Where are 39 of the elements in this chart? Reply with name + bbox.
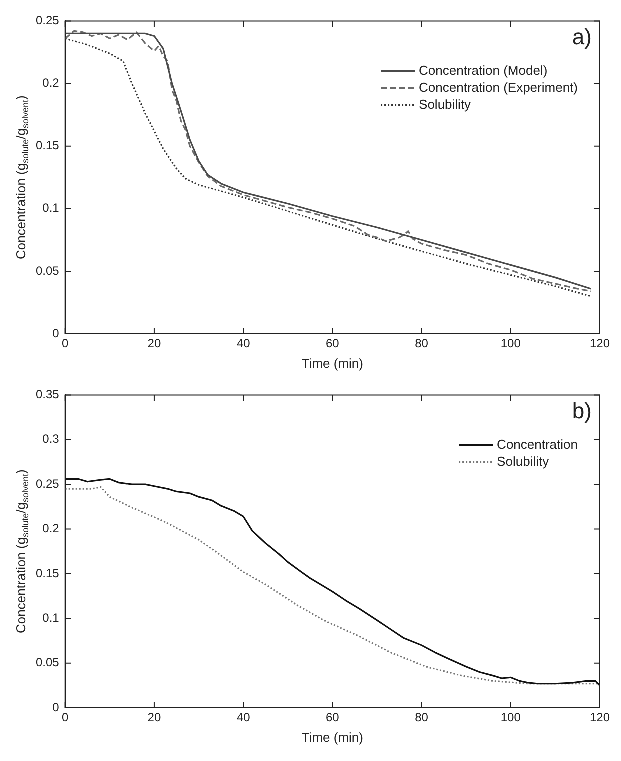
legend-label: Solubility [497, 454, 550, 469]
x-tick-label: 20 [148, 336, 162, 351]
legend-label: Concentration [497, 436, 578, 452]
y-tick-label: 0.05 [36, 264, 60, 278]
y-tick-label: 0.3 [42, 432, 60, 446]
x-tick-label: 0 [62, 336, 70, 351]
x-tick-label: 60 [326, 710, 340, 725]
x-tick-label: 80 [415, 336, 429, 351]
x-tick-label: 0 [62, 710, 70, 725]
x-tick-label: 100 [500, 336, 522, 351]
x-axis-title: Time (min) [302, 730, 364, 745]
y-axis-title: Concentration (gsolute/gsolvent) [14, 470, 30, 634]
y-tick-label: 0.35 [36, 388, 60, 402]
y-tick-label: 0.15 [36, 566, 60, 580]
y-axis-title: Concentration (gsolute/gsolvent) [14, 96, 30, 260]
x-tick-label: 80 [415, 710, 429, 725]
y-tick-label: 0.2 [42, 76, 60, 90]
y-tick-label: 0.05 [36, 656, 60, 670]
legend-label: Solubility [419, 96, 472, 112]
x-tick-label: 120 [590, 336, 610, 351]
x-tick-label: 60 [326, 336, 340, 351]
x-tick-label: 20 [148, 710, 162, 725]
y-tick-label: 0 [52, 700, 60, 714]
y-tick-label: 0.1 [42, 610, 60, 625]
legend-label: Concentration (Experiment) [419, 80, 578, 95]
x-tick-label: 100 [500, 710, 522, 725]
x-axis-title: Time (min) [302, 356, 364, 371]
x-tick-label: 40 [236, 710, 251, 725]
annotation: a) [572, 24, 592, 50]
x-tick-label: 40 [236, 336, 251, 351]
y-tick-label: 0.2 [42, 522, 60, 536]
y-tick-label: 0.25 [36, 14, 60, 28]
legend-label: Concentration (Model) [419, 62, 548, 78]
y-tick-label: 0.1 [42, 201, 60, 216]
y-tick-label: 0.25 [36, 476, 60, 491]
annotation: b) [572, 398, 592, 424]
x-tick-label: 120 [590, 710, 610, 725]
y-tick-label: 0.15 [36, 138, 60, 153]
y-tick-label: 0 [52, 326, 60, 340]
